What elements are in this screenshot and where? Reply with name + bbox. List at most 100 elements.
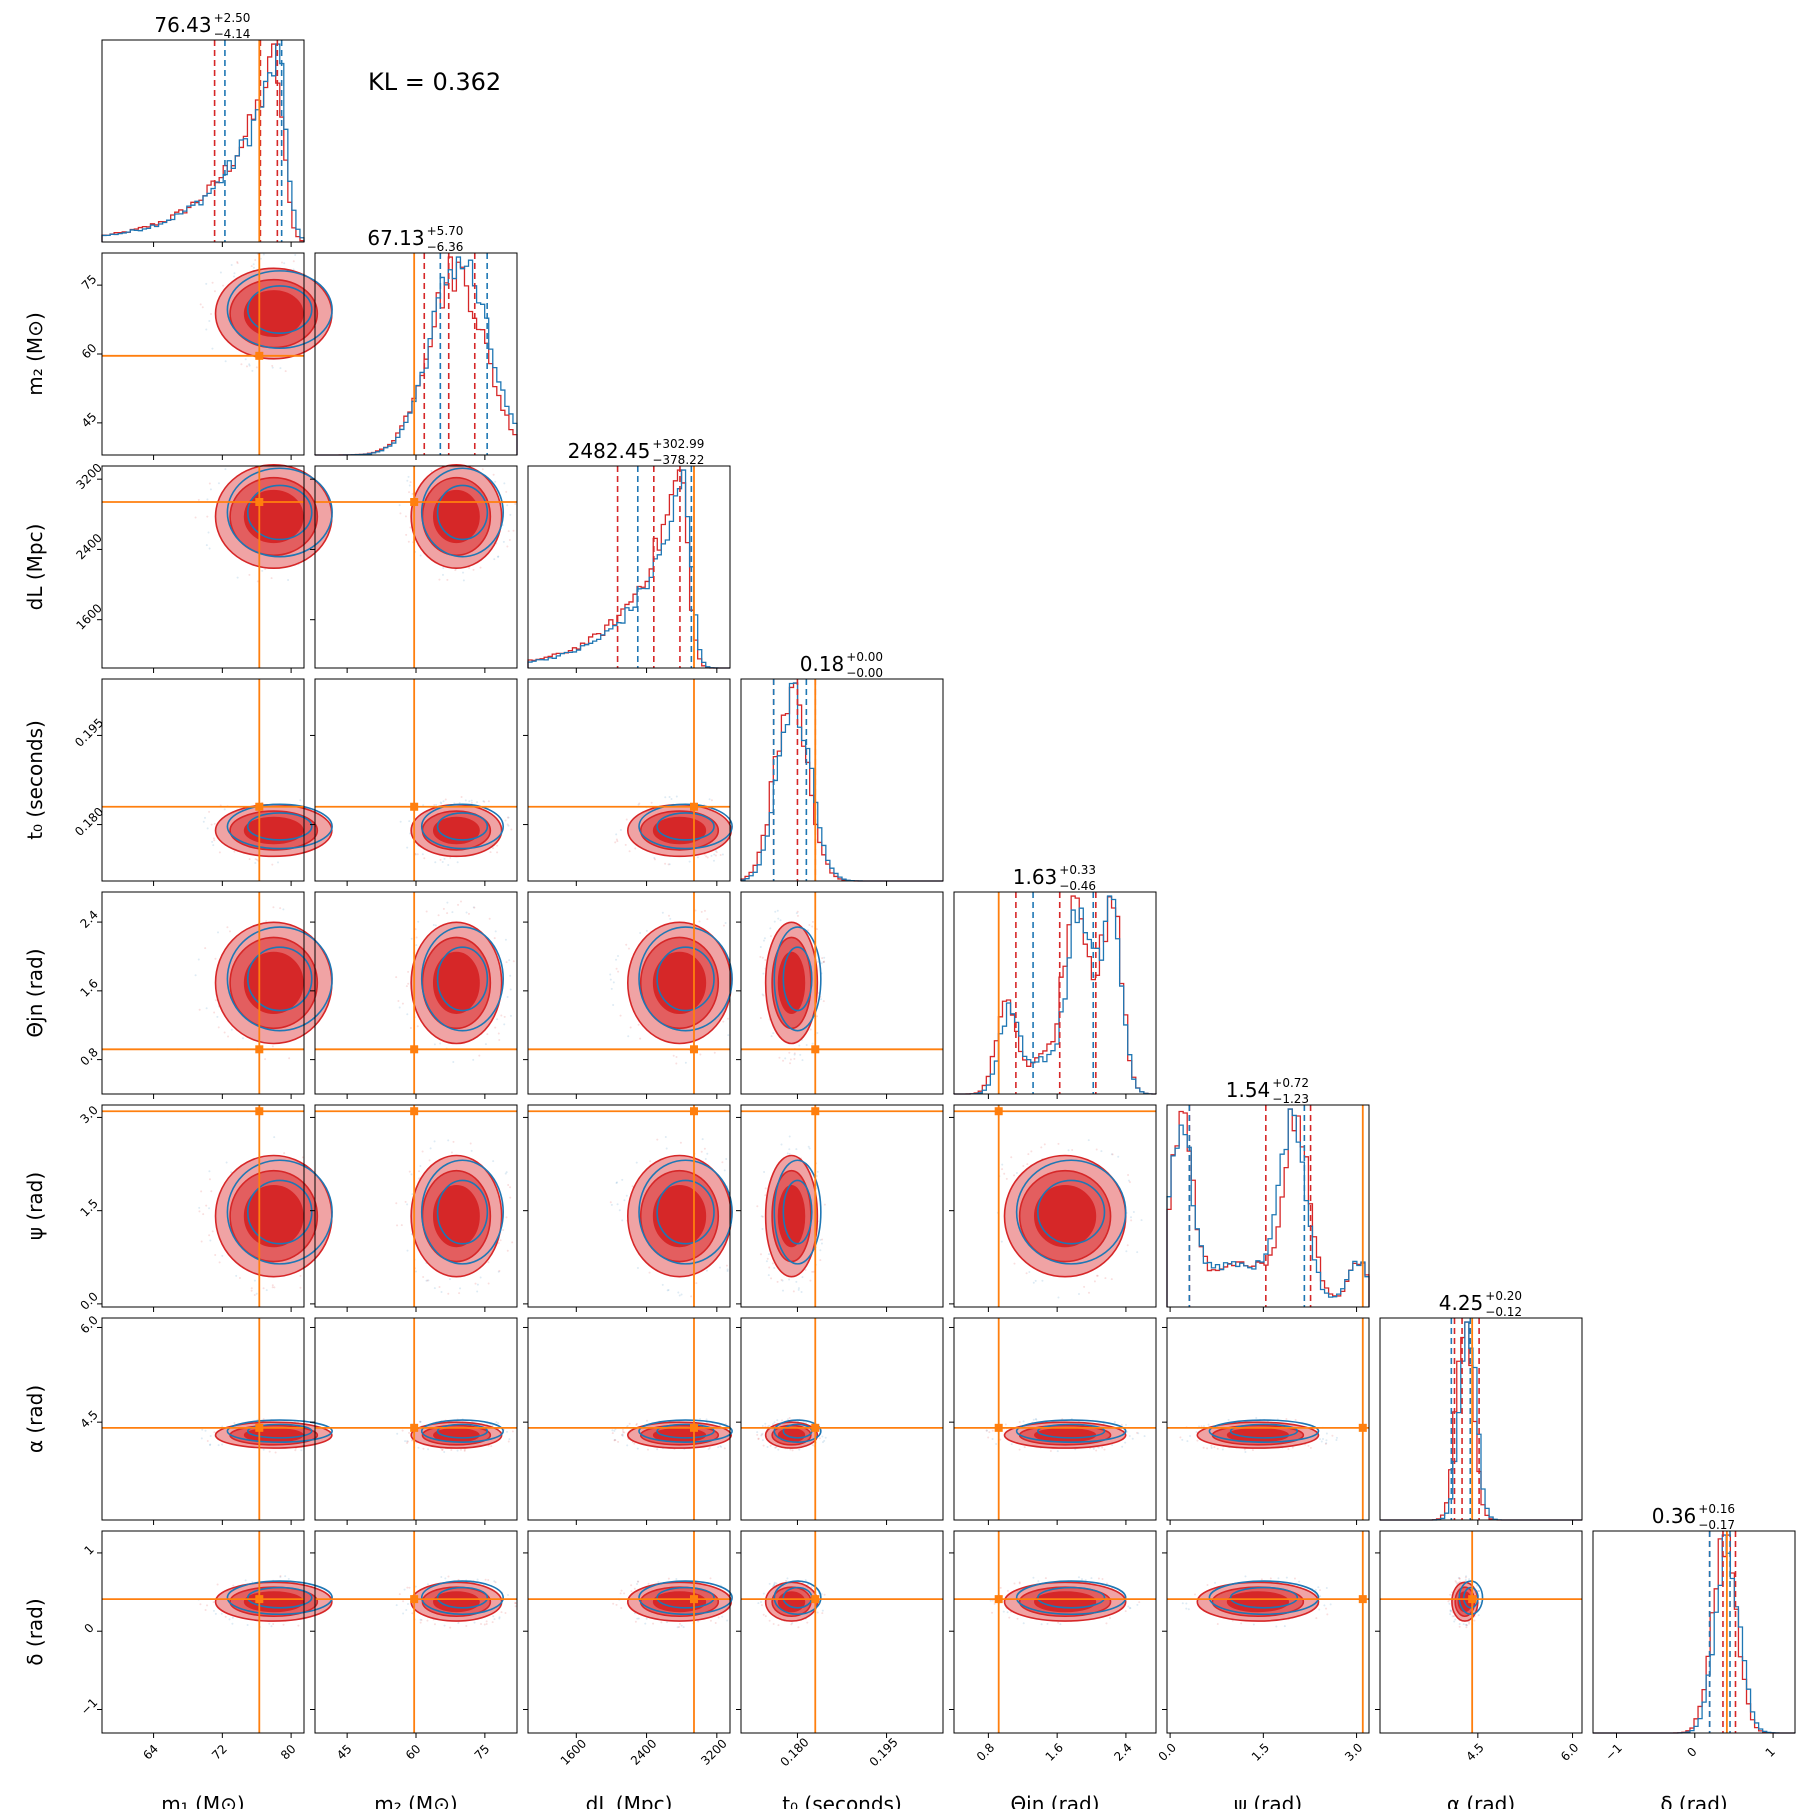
sample-point [271, 1284, 274, 1287]
sample-point [1034, 1417, 1037, 1420]
title-m2: 67.13 [367, 226, 424, 250]
sample-point [426, 1583, 429, 1586]
panel-m2-theta_jn [310, 891, 518, 1099]
contour-blue-0 [773, 1580, 822, 1616]
sample-point [205, 1007, 208, 1010]
sample-point [679, 1141, 682, 1144]
sample-point [419, 1618, 422, 1621]
sample-point [406, 1440, 409, 1443]
sample-point [1040, 1146, 1043, 1149]
sample-point [767, 1274, 770, 1277]
sample-point [816, 1032, 819, 1035]
sample-point [271, 366, 274, 369]
sample-point [1026, 1163, 1029, 1166]
contour-blue-0 [420, 1159, 504, 1265]
sample-point [1458, 1623, 1461, 1626]
sample-point [675, 795, 678, 798]
sample-point [1056, 1450, 1059, 1453]
sample-point [700, 910, 703, 913]
sample-point [499, 1239, 502, 1242]
panel-frame [527, 1317, 731, 1521]
sample-point [644, 1622, 647, 1625]
sample-point [217, 482, 220, 485]
sample-point [721, 853, 724, 856]
sample-point [696, 856, 699, 859]
sample-point [198, 1210, 201, 1213]
sample-point [793, 1052, 796, 1055]
sample-point [506, 1249, 509, 1252]
sample-point [1255, 1417, 1258, 1420]
sample-point [1321, 1438, 1324, 1441]
sample-point [262, 253, 265, 256]
contour-blue-1 [656, 1179, 715, 1245]
sample-point [1468, 1621, 1471, 1624]
contour-red-2 [1034, 1185, 1097, 1248]
contour-blue-1 [1229, 1586, 1299, 1609]
sample-point [773, 1583, 776, 1586]
sample-point [676, 1626, 679, 1629]
sample-point [497, 1422, 500, 1425]
panel-dL-theta_jn [523, 891, 733, 1099]
sample-point [271, 364, 274, 367]
x-tick-label: −1 [1602, 1741, 1624, 1763]
sample-point [773, 1421, 776, 1424]
contour-red-2 [432, 951, 480, 1015]
contour-blue-1 [1037, 1423, 1106, 1439]
histogram-red [1593, 1534, 1795, 1734]
sample-point [468, 567, 471, 570]
sample-point [1326, 1613, 1329, 1616]
panel-frame [740, 1104, 944, 1308]
sample-point [661, 911, 664, 914]
sample-point [209, 1443, 212, 1446]
y-tick-label: 0.8 [77, 1045, 100, 1068]
sample-point [1449, 1609, 1452, 1612]
sample-point [502, 1228, 505, 1231]
sample-point [432, 924, 435, 927]
sample-point [625, 943, 628, 946]
sample-point [1464, 1623, 1467, 1626]
sample-point [491, 847, 494, 850]
sample-point [773, 1584, 776, 1587]
sample-point [811, 1444, 814, 1447]
panel-dL-psi [523, 1104, 733, 1312]
sample-point [1097, 1446, 1100, 1449]
sample-point [230, 1171, 233, 1174]
panel-frame [527, 1104, 731, 1308]
sample-point [216, 1583, 219, 1586]
sample-point [208, 1234, 211, 1237]
sample-point [261, 569, 264, 572]
sample-point [620, 1434, 623, 1437]
contour-blue-0 [773, 1159, 822, 1265]
sample-point [419, 1621, 422, 1624]
panel-theta_jn-psi [949, 1104, 1157, 1312]
sample-point [441, 1448, 444, 1451]
sample-point [646, 1448, 649, 1451]
sample-point [761, 1215, 764, 1218]
sample-point [494, 1581, 497, 1584]
sample-point [705, 1421, 708, 1424]
sample-point [208, 1170, 211, 1173]
sample-point [609, 973, 612, 976]
sample-point [1071, 1148, 1074, 1151]
title-error-minus: −1.23 [1272, 1092, 1309, 1106]
sample-point [709, 1619, 712, 1622]
sample-point [484, 1578, 487, 1581]
panel-alpha-delta: 4.5 6.0 α (rad) [1375, 1530, 1583, 1809]
sample-point [1130, 1219, 1133, 1222]
sample-point [211, 347, 214, 350]
sample-point [613, 1438, 616, 1441]
sample-point [1454, 1618, 1457, 1621]
sample-point [406, 479, 409, 482]
sample-point [823, 1593, 826, 1596]
panel-m1-m2: 45 60 75 m₂ (M⊙) [23, 252, 333, 460]
truth-marker [410, 1423, 419, 1432]
sample-point [1213, 1446, 1216, 1449]
sample-point [985, 1429, 988, 1432]
sample-point [721, 1615, 724, 1618]
sample-point [773, 1581, 776, 1584]
sample-point [1244, 1575, 1247, 1578]
sample-point [498, 1616, 501, 1619]
sample-point [773, 920, 776, 923]
sample-point [1477, 1614, 1480, 1617]
